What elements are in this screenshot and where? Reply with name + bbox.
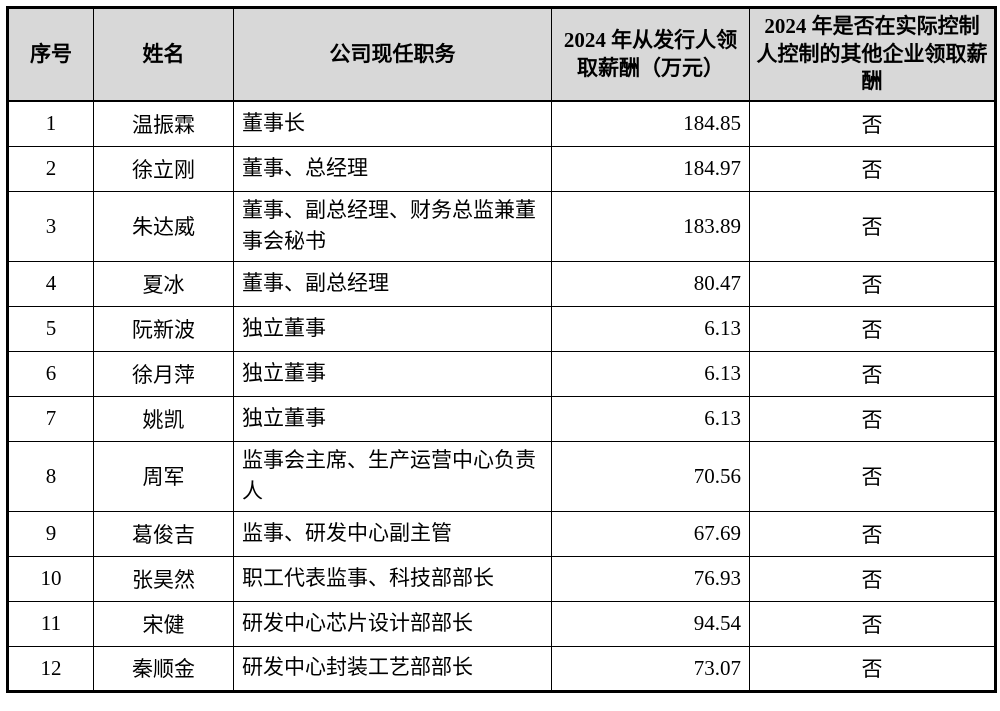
table-row: 7 姚凯 独立董事 6.13 否 (7, 395, 996, 442)
cell-position: 职工代表监事、科技部部长 (233, 555, 552, 602)
cell-no: 3 (7, 190, 94, 262)
cell-salary: 70.56 (551, 440, 750, 512)
cell-salary: 183.89 (551, 190, 750, 262)
cell-position: 研发中心芯片设计部部长 (233, 600, 552, 647)
cell-no: 1 (7, 100, 94, 147)
cell-name: 温振霖 (93, 100, 234, 147)
cell-other-comp: 否 (749, 305, 996, 352)
header-cell-other-comp: 2024 年是否在实际控制人控制的其他企业领取薪酬 (749, 7, 996, 103)
table-row: 2 徐立刚 董事、总经理 184.97 否 (7, 145, 996, 192)
cell-name: 张昊然 (93, 555, 234, 602)
cell-position: 独立董事 (233, 350, 552, 397)
cell-position: 董事、总经理 (233, 145, 552, 192)
cell-name: 徐立刚 (93, 145, 234, 192)
cell-name: 朱达威 (93, 190, 234, 262)
table-row: 10 张昊然 职工代表监事、科技部部长 76.93 否 (7, 555, 996, 602)
cell-no: 6 (7, 350, 94, 397)
cell-salary: 6.13 (551, 350, 750, 397)
table-row: 1 温振霖 董事长 184.85 否 (7, 100, 996, 147)
cell-no: 8 (7, 440, 94, 512)
table-row: 9 葛俊吉 监事、研发中心副主管 67.69 否 (7, 510, 996, 557)
cell-no: 7 (7, 395, 94, 442)
cell-no: 10 (7, 555, 94, 602)
cell-other-comp: 否 (749, 440, 996, 512)
cell-name: 徐月萍 (93, 350, 234, 397)
header-row: 序号 姓名 公司现任职务 2024 年从发行人领取薪酬（万元） 2024 年是否… (7, 7, 996, 103)
header-cell-no: 序号 (7, 7, 94, 103)
cell-position: 独立董事 (233, 305, 552, 352)
cell-salary: 6.13 (551, 395, 750, 442)
cell-other-comp: 否 (749, 260, 996, 307)
table-body: 1 温振霖 董事长 184.85 否 2 徐立刚 董事、总经理 184.97 否… (7, 100, 996, 692)
cell-position: 研发中心封装工艺部部长 (233, 645, 552, 692)
cell-name: 葛俊吉 (93, 510, 234, 557)
table-row: 12 秦顺金 研发中心封装工艺部部长 73.07 否 (7, 645, 996, 692)
cell-other-comp: 否 (749, 395, 996, 442)
table-row: 6 徐月萍 独立董事 6.13 否 (7, 350, 996, 397)
table-row: 5 阮新波 独立董事 6.13 否 (7, 305, 996, 352)
cell-position: 董事、副总经理 (233, 260, 552, 307)
cell-position: 独立董事 (233, 395, 552, 442)
cell-no: 12 (7, 645, 94, 692)
cell-salary: 94.54 (551, 600, 750, 647)
header-cell-salary: 2024 年从发行人领取薪酬（万元） (551, 7, 750, 103)
cell-position: 监事、研发中心副主管 (233, 510, 552, 557)
cell-salary: 184.85 (551, 100, 750, 147)
cell-other-comp: 否 (749, 555, 996, 602)
cell-salary: 80.47 (551, 260, 750, 307)
cell-name: 周军 (93, 440, 234, 512)
cell-name: 夏冰 (93, 260, 234, 307)
cell-no: 11 (7, 600, 94, 647)
table-row: 4 夏冰 董事、副总经理 80.47 否 (7, 260, 996, 307)
cell-no: 5 (7, 305, 94, 352)
cell-position: 监事会主席、生产运营中心负责人 (233, 440, 552, 512)
table-row: 3 朱达威 董事、副总经理、财务总监兼董事会秘书 183.89 否 (7, 190, 996, 262)
cell-position: 董事、副总经理、财务总监兼董事会秘书 (233, 190, 552, 262)
cell-no: 4 (7, 260, 94, 307)
cell-other-comp: 否 (749, 145, 996, 192)
cell-other-comp: 否 (749, 510, 996, 557)
table-row: 11 宋健 研发中心芯片设计部部长 94.54 否 (7, 600, 996, 647)
cell-position: 董事长 (233, 100, 552, 147)
cell-other-comp: 否 (749, 190, 996, 262)
header-cell-position: 公司现任职务 (233, 7, 552, 103)
cell-other-comp: 否 (749, 600, 996, 647)
cell-other-comp: 否 (749, 645, 996, 692)
cell-name: 秦顺金 (93, 645, 234, 692)
cell-salary: 76.93 (551, 555, 750, 602)
cell-name: 宋健 (93, 600, 234, 647)
cell-salary: 6.13 (551, 305, 750, 352)
cell-salary: 184.97 (551, 145, 750, 192)
cell-other-comp: 否 (749, 100, 996, 147)
cell-salary: 67.69 (551, 510, 750, 557)
cell-name: 姚凯 (93, 395, 234, 442)
compensation-table: 序号 姓名 公司现任职务 2024 年从发行人领取薪酬（万元） 2024 年是否… (6, 6, 997, 693)
cell-no: 2 (7, 145, 94, 192)
cell-name: 阮新波 (93, 305, 234, 352)
cell-no: 9 (7, 510, 94, 557)
cell-salary: 73.07 (551, 645, 750, 692)
cell-other-comp: 否 (749, 350, 996, 397)
header-cell-name: 姓名 (93, 7, 234, 103)
table-header: 序号 姓名 公司现任职务 2024 年从发行人领取薪酬（万元） 2024 年是否… (7, 7, 996, 103)
table-row: 8 周军 监事会主席、生产运营中心负责人 70.56 否 (7, 440, 996, 512)
